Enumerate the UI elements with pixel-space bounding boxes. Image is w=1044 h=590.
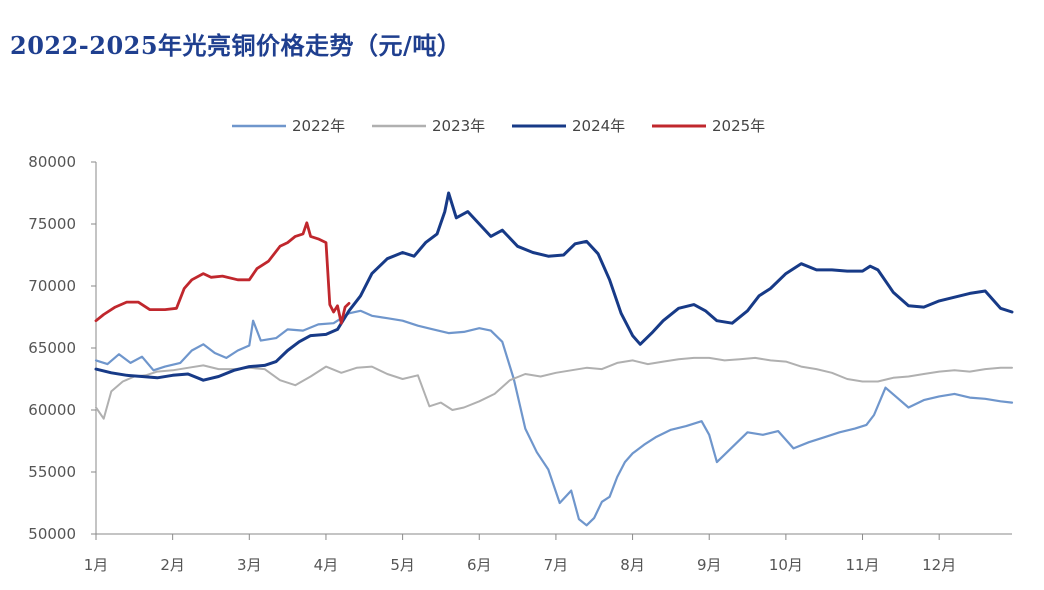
y-tick-label: 75000 — [28, 215, 76, 233]
series-line-2022年 — [94, 309, 1014, 527]
x-tick-label: 3月 — [237, 556, 262, 574]
x-tick-label: 8月 — [620, 556, 645, 574]
series-line-2024年 — [94, 191, 1014, 382]
x-tick-label: 7月 — [544, 556, 569, 574]
series-line-2025年 — [94, 221, 351, 325]
legend-label: 2024年 — [572, 117, 625, 135]
legend: 2022年 2023年 2024年 2025年 — [232, 117, 765, 135]
x-tick-label: 6月 — [467, 556, 492, 574]
chart-title: 2022-2025年光亮铜价格走势（元/吨） — [10, 31, 462, 60]
y-tick-label: 50000 — [28, 525, 76, 543]
x-tick-label: 5月 — [390, 556, 415, 574]
x-tick-label: 10月 — [769, 556, 803, 574]
y-tick-label: 80000 — [28, 153, 76, 171]
x-tick-label: 12月 — [922, 556, 956, 574]
legend-label: 2025年 — [712, 117, 765, 135]
y-axis: 50000 55000 60000 65000 70000 75000 80000 — [28, 153, 97, 543]
x-tick-label: 4月 — [314, 556, 339, 574]
y-tick-label: 70000 — [28, 277, 76, 295]
series-layer — [94, 191, 1014, 527]
x-tick-label: 1月 — [84, 556, 109, 574]
x-tick-label: 9月 — [697, 556, 722, 574]
x-axis: 1月 2月 3月 4月 5月 6月 7月 8月 9月 10月 11月 12月 — [84, 533, 1012, 574]
x-tick-label: 11月 — [845, 556, 879, 574]
x-tick-label: 2月 — [160, 556, 185, 574]
legend-label: 2023年 — [432, 117, 485, 135]
y-tick-label: 65000 — [28, 339, 76, 357]
y-tick-label: 60000 — [28, 401, 76, 419]
y-tick-label: 55000 — [28, 463, 76, 481]
legend-label: 2022年 — [292, 117, 345, 135]
series-line-2023年 — [95, 356, 1013, 420]
